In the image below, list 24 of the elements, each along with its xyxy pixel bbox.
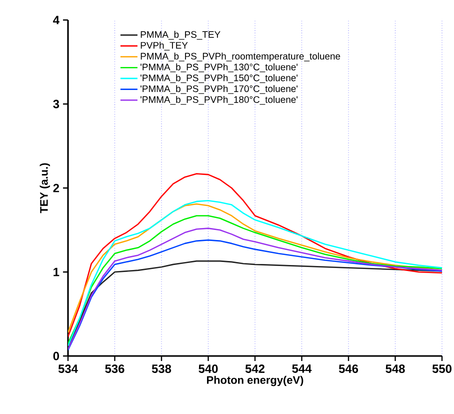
x-tick-label: 538 — [152, 364, 172, 373]
x-axis-title: Photon energy(eV) — [207, 376, 304, 386]
x-tick-label: 544 — [292, 364, 312, 373]
y-tick-label: 1 — [54, 268, 60, 276]
x-tick-label: 548 — [386, 364, 405, 373]
x-tick-label: 550 — [432, 364, 452, 373]
y-tick-label: 2 — [53, 184, 60, 192]
legend-label: PVPh_TEY — [140, 42, 188, 50]
y-tick-label: 4 — [53, 16, 60, 24]
x-tick-label: 546 — [338, 364, 358, 373]
x-tick-label: 540 — [198, 364, 218, 373]
y-tick-label: 3 — [53, 100, 60, 108]
legend-label: 'PMMA_b_PS_PVPh_180°C_toluene' — [140, 96, 298, 105]
legend-label: 'PMMA_b_PS_PVPh_130°C_toluene' — [140, 63, 298, 72]
legend-label: PMMA_b_PS_TEY — [140, 30, 220, 40]
legend-label: PMMA_b_PS_PVPh_roomtemperature_toluene — [140, 52, 340, 62]
x-tick-label: 536 — [105, 364, 124, 373]
x-tick-label: 534 — [58, 364, 78, 373]
line-series — [68, 173, 442, 338]
y-tick-label: 0 — [53, 352, 60, 360]
legend-label: 'PMMA_b_PS_PVPh_170°C_toluene' — [140, 85, 298, 94]
y-axis-title: TEY (a.u.) — [40, 163, 50, 214]
x-tick-label: 542 — [245, 364, 264, 373]
legend-label: 'PMMA_b_PS_PVPh_150°C_toluene' — [140, 74, 298, 84]
